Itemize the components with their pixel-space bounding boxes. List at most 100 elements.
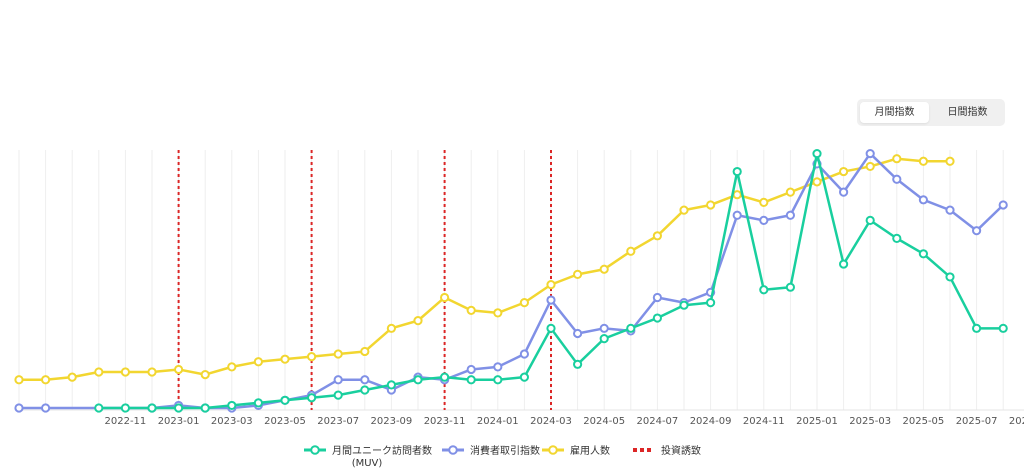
data-point[interactable] (360, 346, 370, 357)
data-point[interactable] (227, 400, 237, 411)
data-point[interactable] (679, 205, 689, 215)
data-point[interactable] (785, 210, 796, 220)
data-point[interactable] (573, 269, 583, 279)
data-point[interactable] (519, 298, 530, 308)
series-2 (14, 154, 955, 385)
data-point[interactable] (573, 328, 583, 339)
data-point[interactable] (493, 308, 503, 318)
data-point[interactable] (94, 403, 104, 413)
data-point[interactable] (706, 298, 716, 308)
data-point[interactable] (94, 367, 104, 377)
data-point[interactable] (227, 362, 237, 372)
data-point[interactable] (413, 375, 423, 385)
data-point[interactable] (839, 187, 849, 197)
monthly-index-button[interactable]: 月間指数 (860, 102, 929, 123)
data-point[interactable] (865, 148, 875, 159)
data-point[interactable] (759, 285, 769, 295)
data-point[interactable] (546, 323, 556, 333)
data-point[interactable] (546, 280, 556, 290)
data-point[interactable] (626, 323, 636, 333)
data-point[interactable] (918, 249, 929, 259)
legend-label: 月間ユニーク訪問者数 (332, 444, 432, 457)
data-point[interactable] (253, 357, 263, 367)
data-point[interactable] (892, 154, 902, 164)
data-point[interactable] (972, 323, 982, 333)
data-point[interactable] (519, 349, 530, 359)
data-point[interactable] (892, 233, 902, 243)
data-point[interactable] (307, 393, 317, 403)
data-point[interactable] (386, 380, 396, 390)
data-point[interactable] (599, 323, 609, 333)
data-point[interactable] (573, 359, 583, 369)
data-point[interactable] (998, 200, 1008, 210)
data-point[interactable] (360, 375, 370, 385)
data-point[interactable] (41, 403, 51, 413)
data-point[interactable] (253, 398, 263, 408)
daily-index-button[interactable]: 日間指数 (947, 107, 988, 118)
data-point[interactable] (174, 364, 184, 375)
data-point[interactable] (333, 349, 343, 359)
data-point[interactable] (679, 300, 689, 310)
data-point[interactable] (785, 282, 796, 292)
data-point[interactable] (759, 215, 769, 225)
data-point[interactable] (706, 200, 716, 210)
data-point[interactable] (280, 354, 290, 364)
data-point[interactable] (652, 292, 663, 303)
legend-item-0[interactable]: 月間ユニーク訪問者数(MUV) (304, 444, 432, 468)
data-point[interactable] (998, 323, 1008, 333)
data-point[interactable] (41, 375, 51, 385)
data-point[interactable] (732, 166, 742, 177)
data-point[interactable] (333, 390, 343, 400)
data-point[interactable] (652, 313, 663, 323)
data-point[interactable] (945, 205, 955, 215)
data-point[interactable] (812, 148, 822, 159)
data-point[interactable] (626, 246, 636, 256)
data-point[interactable] (120, 367, 131, 377)
data-point[interactable] (839, 259, 849, 269)
data-point[interactable] (599, 334, 609, 344)
data-point[interactable] (386, 323, 396, 333)
legend-item-1[interactable]: 消費者取引指数 (442, 444, 540, 457)
data-point[interactable] (67, 372, 77, 382)
data-point[interactable] (652, 231, 663, 241)
data-point[interactable] (147, 367, 157, 377)
data-point[interactable] (732, 210, 742, 220)
data-point[interactable] (785, 187, 796, 197)
data-point[interactable] (360, 385, 370, 395)
data-point[interactable] (14, 375, 24, 385)
data-point[interactable] (759, 197, 769, 207)
data-point[interactable] (413, 316, 423, 326)
data-point[interactable] (546, 295, 556, 305)
data-point[interactable] (466, 305, 476, 315)
data-point[interactable] (200, 403, 210, 413)
data-point[interactable] (918, 195, 929, 205)
data-point[interactable] (918, 156, 929, 166)
data-point[interactable] (945, 272, 955, 282)
data-point[interactable] (732, 190, 742, 200)
data-point[interactable] (333, 375, 343, 385)
data-point[interactable] (120, 403, 131, 413)
data-point[interactable] (307, 352, 317, 362)
data-point[interactable] (599, 264, 609, 274)
data-point[interactable] (14, 403, 24, 413)
data-point[interactable] (519, 372, 530, 382)
data-point[interactable] (812, 177, 822, 187)
data-point[interactable] (892, 174, 902, 184)
data-point[interactable] (493, 362, 503, 372)
data-point[interactable] (945, 156, 955, 166)
data-point[interactable] (440, 292, 450, 303)
data-point[interactable] (174, 403, 184, 413)
data-point[interactable] (147, 403, 157, 413)
data-point[interactable] (200, 369, 210, 380)
data-point[interactable] (440, 372, 450, 382)
data-point[interactable] (493, 375, 503, 385)
data-point[interactable] (466, 375, 476, 385)
data-point[interactable] (280, 395, 290, 405)
data-point[interactable] (865, 161, 875, 172)
data-point[interactable] (972, 226, 982, 236)
legend-item-2[interactable]: 雇用人数 (542, 444, 610, 457)
data-point[interactable] (466, 364, 476, 375)
data-point[interactable] (839, 166, 849, 177)
legend-item-3[interactable]: 投資誘致 (633, 444, 701, 457)
data-point[interactable] (865, 215, 875, 225)
